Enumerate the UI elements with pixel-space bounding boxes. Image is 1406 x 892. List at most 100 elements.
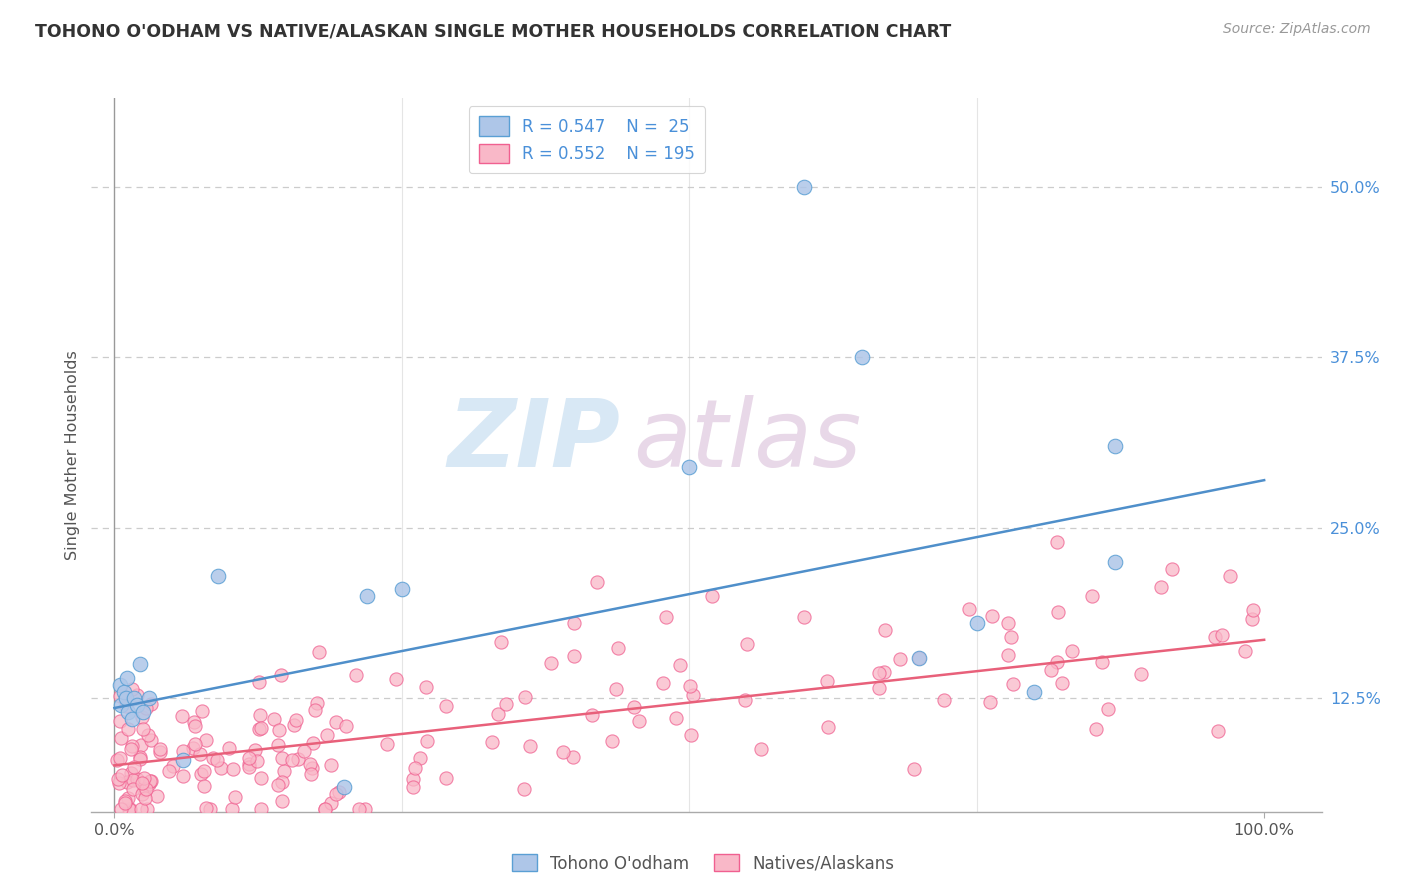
Point: [132, 705, 155, 719]
Point: [128, 657, 150, 672]
Point: [606, 640, 628, 655]
Point: [1206, 723, 1229, 738]
Point: [224, 789, 246, 804]
Point: [139, 773, 162, 788]
Point: [1001, 676, 1024, 690]
Point: [281, 753, 304, 767]
Point: [966, 616, 988, 631]
Point: [120, 766, 142, 780]
Point: [735, 637, 758, 651]
Point: [117, 722, 139, 736]
Point: [581, 707, 603, 722]
Point: [353, 802, 375, 816]
Point: [908, 650, 931, 665]
Point: [997, 615, 1019, 630]
Point: [273, 764, 295, 778]
Point: [238, 757, 260, 772]
Point: [1046, 534, 1069, 549]
Point: [333, 780, 356, 794]
Point: [125, 688, 148, 702]
Point: [908, 650, 931, 665]
Point: [651, 676, 673, 690]
Point: [238, 751, 260, 765]
Point: [981, 609, 1004, 624]
Point: [271, 794, 294, 808]
Point: [118, 802, 141, 816]
Point: [868, 665, 890, 680]
Point: [1219, 568, 1241, 582]
Text: TOHONO O'ODHAM VS NATIVE/ALASKAN SINGLE MOTHER HOUSEHOLDS CORRELATION CHART: TOHONO O'ODHAM VS NATIVE/ALASKAN SINGLE …: [35, 22, 952, 40]
Point: [108, 689, 131, 703]
Point: [734, 692, 756, 706]
Text: ZIP: ZIP: [447, 394, 620, 487]
Point: [669, 658, 692, 673]
Point: [184, 737, 207, 751]
Point: [149, 745, 172, 759]
Point: [489, 635, 512, 649]
Point: [325, 787, 347, 801]
Point: [1104, 439, 1126, 453]
Point: [586, 575, 609, 590]
Point: [702, 589, 724, 603]
Point: [997, 648, 1019, 662]
Point: [402, 780, 425, 794]
Point: [267, 738, 290, 752]
Point: [115, 691, 138, 706]
Point: [118, 802, 141, 816]
Point: [110, 731, 132, 745]
Point: [513, 782, 536, 797]
Point: [121, 739, 143, 753]
Point: [135, 782, 157, 797]
Point: [605, 682, 627, 697]
Point: [404, 761, 426, 775]
Point: [139, 774, 162, 789]
Point: [315, 728, 337, 742]
Point: [434, 698, 457, 713]
Point: [218, 740, 240, 755]
Point: [307, 697, 329, 711]
Point: [375, 737, 398, 751]
Point: [409, 751, 432, 765]
Point: [222, 762, 245, 776]
Point: [1097, 702, 1119, 716]
Point: [121, 712, 143, 726]
Point: [127, 698, 149, 713]
Point: [250, 721, 273, 735]
Point: [271, 774, 294, 789]
Point: [181, 741, 204, 756]
Point: [115, 699, 138, 714]
Point: [238, 759, 260, 773]
Point: [562, 616, 585, 631]
Point: [314, 802, 336, 816]
Point: [284, 713, 307, 727]
Text: Source: ZipAtlas.com: Source: ZipAtlas.com: [1223, 22, 1371, 37]
Point: [682, 688, 704, 702]
Point: [184, 718, 207, 732]
Point: [193, 764, 215, 778]
Point: [1091, 655, 1114, 669]
Point: [122, 782, 145, 797]
Point: [889, 652, 911, 666]
Point: [1000, 630, 1022, 644]
Point: [115, 774, 138, 789]
Point: [190, 767, 212, 781]
Point: [207, 568, 229, 582]
Point: [749, 741, 772, 756]
Point: [1046, 655, 1069, 669]
Point: [205, 753, 228, 767]
Point: [681, 728, 703, 742]
Point: [190, 747, 212, 761]
Point: [793, 179, 815, 194]
Point: [319, 757, 342, 772]
Point: [932, 693, 955, 707]
Point: [247, 722, 270, 736]
Point: [600, 733, 623, 747]
Point: [415, 734, 437, 748]
Point: [127, 772, 149, 787]
Point: [1161, 562, 1184, 576]
Point: [481, 734, 503, 748]
Point: [957, 602, 980, 616]
Point: [249, 707, 271, 722]
Point: [121, 773, 143, 788]
Point: [138, 777, 160, 791]
